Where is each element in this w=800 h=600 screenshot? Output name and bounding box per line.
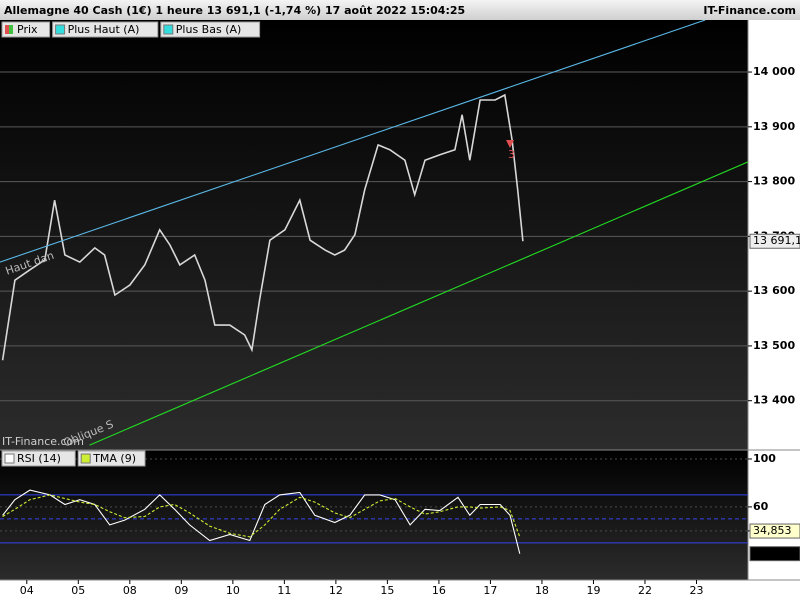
y-tick-label: 13 600 [753, 284, 795, 297]
legend-swatch [80, 453, 91, 464]
last-value-label: 13 691,1 [753, 234, 800, 247]
last-value-box [749, 546, 800, 562]
watermark: IT-Finance.com [2, 435, 84, 448]
legend-box [52, 21, 159, 38]
series-line [2, 489, 521, 554]
y-tick-label: 13 800 [753, 175, 795, 188]
legend-label: Prix [17, 23, 38, 36]
x-tick-label: 04 [20, 584, 34, 597]
series-line [0, 20, 706, 263]
legend-label: Plus Bas (A) [176, 23, 242, 36]
x-tick-label: 22 [638, 584, 652, 597]
legend-box [1, 21, 51, 38]
x-tick-label: 19 [586, 584, 600, 597]
series-line [2, 494, 521, 538]
x-tick-label: 11 [277, 584, 291, 597]
y-tick-label: 100 [753, 452, 776, 465]
x-tick-label: 09 [174, 584, 188, 597]
header-bar [0, 0, 800, 20]
x-tick-label: 15 [380, 584, 394, 597]
legend-label: Plus Haut (A) [68, 23, 140, 36]
legend-label: TMA (9) [92, 452, 136, 465]
arrow [506, 140, 514, 148]
y-tick-label: 13 400 [753, 394, 795, 407]
x-tick-label: 16 [432, 584, 446, 597]
price-panel [0, 20, 748, 450]
header-brand: IT-Finance.com [703, 4, 796, 17]
series-line [89, 161, 748, 446]
header-title: Allemagne 40 Cash (1€) 1 heure 13 691,1 … [4, 4, 465, 17]
last-value-label: 20,970 [753, 547, 792, 560]
legend-swatch [5, 25, 9, 34]
x-tick-label: 12 [329, 584, 343, 597]
y-tick-label: 60 [753, 500, 769, 513]
x-tick-label: 18 [535, 584, 549, 597]
last-value-box [749, 523, 800, 539]
legend-box [77, 450, 146, 467]
x-tick-label: 23 [689, 584, 703, 597]
x-tick-label: 10 [226, 584, 240, 597]
series-line [1, 93, 524, 361]
rsi-panel [0, 450, 748, 580]
legend-box [1, 450, 76, 467]
legend-swatch [4, 453, 15, 464]
x-tick-label: 17 [483, 584, 497, 597]
legend-swatch [55, 24, 66, 35]
legend-swatch [163, 24, 174, 35]
last-value-label: 34,853 [753, 524, 792, 537]
legend-label: RSI (14) [17, 452, 61, 465]
y-tick-label: 13 500 [753, 339, 795, 352]
last-value-box [749, 233, 800, 249]
legend-box [160, 21, 261, 38]
annotation: 3 [508, 148, 515, 161]
y-tick-label: 14 000 [753, 65, 795, 78]
y-tick-label: 13 900 [753, 120, 795, 133]
x-tick-label: 08 [123, 584, 137, 597]
legend-swatch [9, 25, 13, 34]
x-tick-label: 05 [71, 584, 85, 597]
